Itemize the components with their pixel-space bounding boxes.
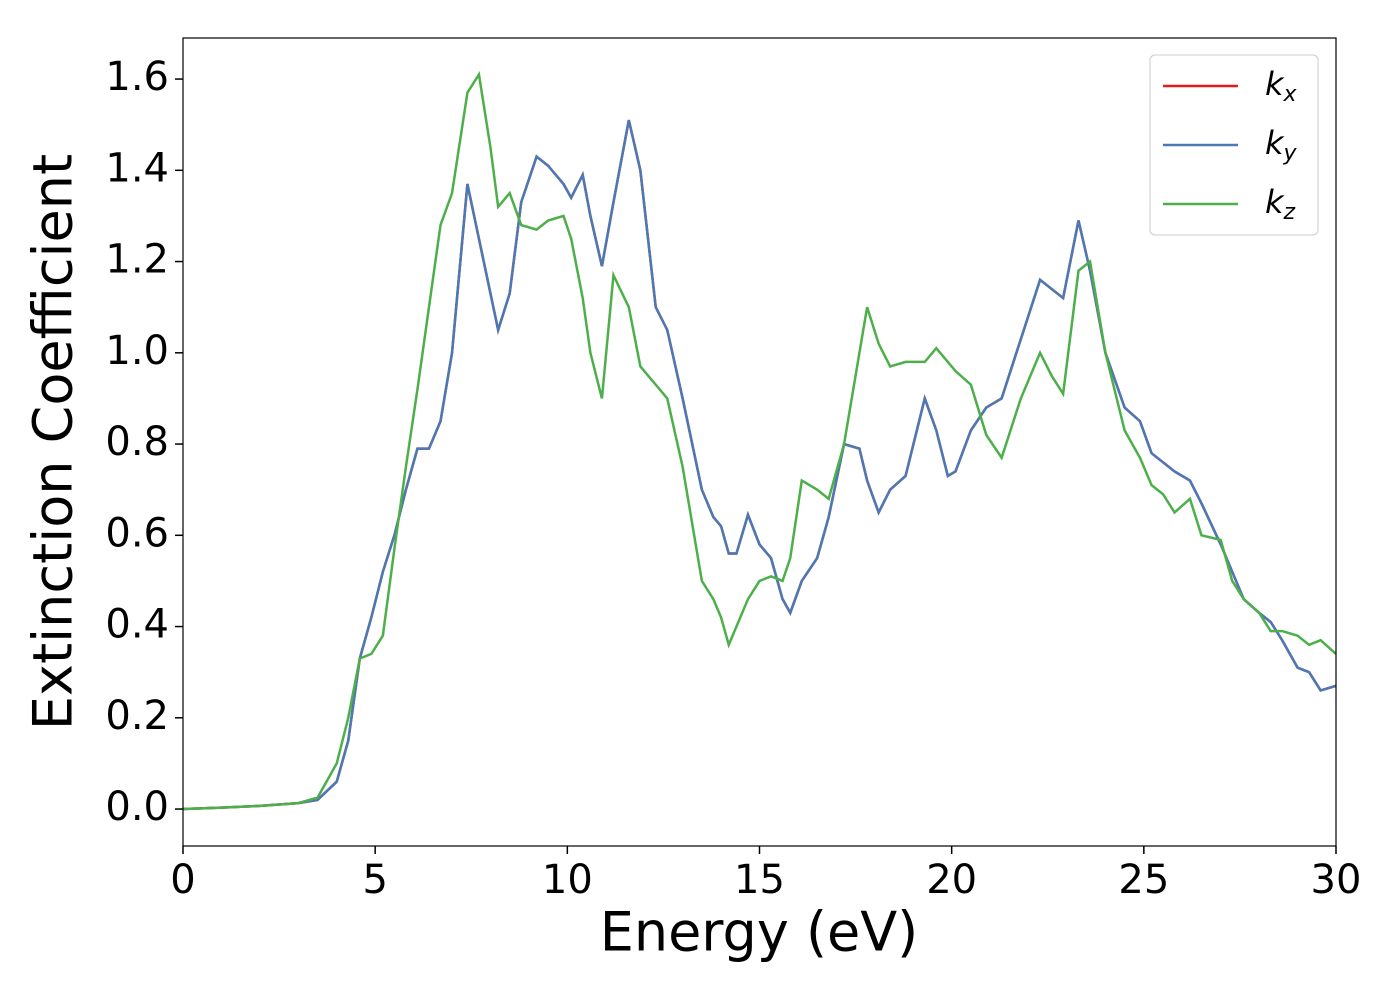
y-axis-label: Extinction Coefficient xyxy=(22,154,85,730)
y-tick-label: 1.0 xyxy=(105,328,169,374)
x-tick-label: 10 xyxy=(542,857,593,903)
x-tick-label: 15 xyxy=(734,857,785,903)
legend-label: ky xyxy=(1265,124,1298,166)
y-tick-label: 0.0 xyxy=(105,784,169,830)
x-tick-label: 0 xyxy=(170,857,195,903)
y-tick-label: 0.4 xyxy=(105,602,169,648)
plot-frame xyxy=(182,37,1337,847)
legend-label: kz xyxy=(1265,183,1296,225)
legend-label: kx xyxy=(1265,65,1298,107)
y-tick-label: 1.4 xyxy=(105,145,169,191)
x-tick-label: 5 xyxy=(362,857,387,903)
y-tick-label: 0.2 xyxy=(105,693,169,739)
x-tick-label: 30 xyxy=(1311,857,1362,903)
x-tick-label: 20 xyxy=(926,857,977,903)
y-tick-label: 1.6 xyxy=(105,54,169,100)
y-tick-label: 0.6 xyxy=(105,510,169,556)
series-line xyxy=(183,71,1336,811)
x-axis-label: Energy (eV) xyxy=(600,901,919,964)
y-tick-label: 0.8 xyxy=(105,419,169,465)
y-tick-label: 1.2 xyxy=(105,237,169,283)
series-line xyxy=(183,119,1336,811)
x-tick-label: 25 xyxy=(1118,857,1169,903)
